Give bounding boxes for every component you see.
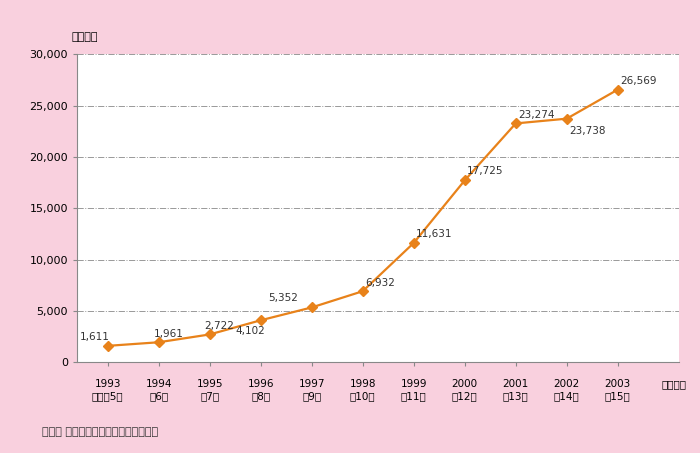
- Text: 4,102: 4,102: [235, 326, 265, 336]
- Text: 2,722: 2,722: [204, 321, 234, 331]
- Text: （13）: （13）: [503, 391, 528, 401]
- Text: 1997: 1997: [298, 379, 325, 389]
- Text: 1994: 1994: [146, 379, 172, 389]
- Text: 2003: 2003: [605, 379, 631, 389]
- Text: （12）: （12）: [452, 391, 477, 401]
- Text: （14）: （14）: [554, 391, 580, 401]
- Text: 2002: 2002: [554, 379, 580, 389]
- Text: （8）: （8）: [251, 391, 270, 401]
- Text: 11,631: 11,631: [416, 229, 453, 239]
- Text: （年度）: （年度）: [661, 379, 686, 389]
- Text: （6）: （6）: [149, 391, 168, 401]
- Text: 1995: 1995: [197, 379, 223, 389]
- Text: （15）: （15）: [605, 391, 631, 401]
- Text: 1,611: 1,611: [80, 332, 109, 342]
- Text: 2001: 2001: [503, 379, 529, 389]
- Text: 17,725: 17,725: [468, 166, 504, 176]
- Text: 1998: 1998: [349, 379, 376, 389]
- Text: （7）: （7）: [200, 391, 219, 401]
- Text: 資料： 厕生労働省『福祉行政報告例』: 資料： 厕生労働省『福祉行政報告例』: [42, 427, 158, 437]
- Text: 1996: 1996: [247, 379, 274, 389]
- Text: 1,961: 1,961: [153, 329, 183, 339]
- Text: （件数）: （件数）: [72, 32, 99, 42]
- Text: 23,738: 23,738: [569, 126, 606, 136]
- Text: 5,352: 5,352: [268, 294, 298, 304]
- Text: （10）: （10）: [350, 391, 375, 401]
- Text: 2000: 2000: [452, 379, 478, 389]
- Text: 1993: 1993: [94, 379, 121, 389]
- Text: 23,274: 23,274: [518, 110, 555, 120]
- Text: （11）: （11）: [401, 391, 426, 401]
- Text: （平成5）: （平成5）: [92, 391, 123, 401]
- Text: （9）: （9）: [302, 391, 321, 401]
- Text: 26,569: 26,569: [620, 76, 657, 86]
- Text: 6,932: 6,932: [365, 278, 395, 288]
- Text: 1999: 1999: [400, 379, 427, 389]
